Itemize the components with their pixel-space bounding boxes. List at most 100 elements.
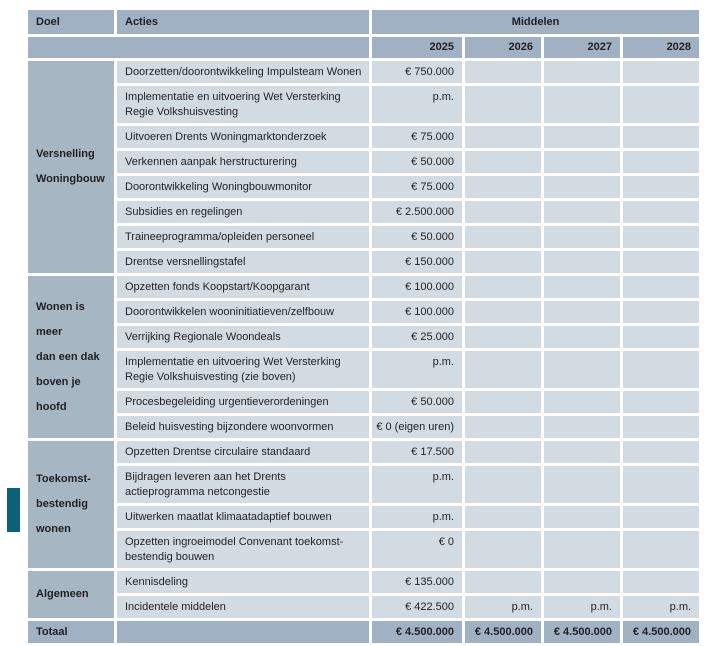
- value-cell-2025: p.m.: [372, 466, 462, 503]
- actie-cell: Traineeprogramma/opleiden personeel: [117, 226, 369, 248]
- value-cell-2026: [465, 441, 541, 463]
- table-row: Beleid huisvesting bijzondere woonvormen…: [28, 416, 700, 438]
- table-row: Uitvoeren Drents Woningmarktonderzoek € 7…: [28, 126, 700, 148]
- value-cell-2025: € 50.000: [372, 391, 462, 413]
- value-cell-2025: p.m.: [372, 506, 462, 528]
- value-cell-2026: [465, 301, 541, 323]
- value-cell-2025: € 75.000: [372, 176, 462, 198]
- actie-cell: Uitwerken maatlat klimaatadaptief bouwen: [117, 506, 369, 528]
- value-cell-2028: [623, 226, 700, 248]
- actie-cell: Kennisdeling: [117, 571, 369, 593]
- value-cell-2027: [544, 301, 620, 323]
- actie-cell: Doorontwikkelen wooninitiatieven/zelfbou…: [117, 301, 369, 323]
- total-value-2026: € 4.500.000: [465, 621, 541, 643]
- actie-cell: Subsidies en regelingen: [117, 201, 369, 223]
- actie-cell: Procesbegeleiding urgentieverordeningen: [117, 391, 369, 413]
- table-row: Incidentele middelen € 422.500 p.m. p.m. p.m…: [28, 596, 700, 618]
- value-cell-2027: [544, 126, 620, 148]
- doel-section-label: Wonen is meer dan een dak boven je hoofd: [28, 276, 114, 438]
- header-row: Doel Acties Middelen: [28, 10, 700, 34]
- value-cell-2027: [544, 276, 620, 298]
- value-cell-2025: € 100.000: [372, 301, 462, 323]
- actie-cell: Verrijking Regionale Woondeals: [117, 326, 369, 348]
- value-cell-2028: [623, 531, 700, 568]
- total-value-2028: € 4.500.000: [623, 621, 700, 643]
- value-cell-2028: [623, 86, 700, 123]
- value-cell-2026: [465, 391, 541, 413]
- value-cell-2026: [465, 416, 541, 438]
- value-cell-2028: [623, 351, 700, 388]
- value-cell-2028: [623, 61, 700, 83]
- value-cell-2025: € 0 (eigen uren): [372, 416, 462, 438]
- value-cell-2028: [623, 506, 700, 528]
- table-row: Drentse versnellingstafel € 150.000: [28, 251, 700, 273]
- actie-cell: Doorontwikkeling Woningbouwmonitor: [117, 176, 369, 198]
- value-cell-2025: € 75.000: [372, 126, 462, 148]
- actie-cell: Beleid huisvesting bijzondere woonvormen: [117, 416, 369, 438]
- value-cell-2026: [465, 251, 541, 273]
- value-cell-2025: € 150.000: [372, 251, 462, 273]
- table-row: Subsidies en regelingen € 2.500.000: [28, 201, 700, 223]
- doel-section-label: Algemeen: [28, 571, 114, 618]
- value-cell-2026: [465, 506, 541, 528]
- value-cell-2026: [465, 176, 541, 198]
- value-cell-2028: [623, 326, 700, 348]
- page-accent-bar: [7, 488, 20, 532]
- value-cell-2026: [465, 61, 541, 83]
- value-cell-2028: [623, 201, 700, 223]
- table-row: Doorontwikkelen wooninitiatieven/zelfbou…: [28, 301, 700, 323]
- value-cell-2025: € 25.000: [372, 326, 462, 348]
- actie-cell: Verkennen aanpak herstructurering: [117, 151, 369, 173]
- value-cell-2027: [544, 176, 620, 198]
- col-header-year-2026: 2026: [465, 37, 541, 58]
- value-cell-2026: p.m.: [465, 596, 541, 618]
- value-cell-2027: [544, 416, 620, 438]
- value-cell-2025: € 750.000: [372, 61, 462, 83]
- table-row: Implementatie en uitvoering Wet Versterk…: [28, 351, 700, 388]
- years-row-spacer: [28, 37, 369, 58]
- value-cell-2028: [623, 176, 700, 198]
- doel-section-label: Versnelling Woningbouw: [28, 61, 114, 273]
- value-cell-2027: [544, 326, 620, 348]
- actie-cell: Incidentele middelen: [117, 596, 369, 618]
- value-cell-2026: [465, 126, 541, 148]
- value-cell-2028: p.m.: [623, 596, 700, 618]
- value-cell-2026: [465, 226, 541, 248]
- value-cell-2027: [544, 506, 620, 528]
- value-cell-2025: p.m.: [372, 351, 462, 388]
- value-cell-2027: [544, 151, 620, 173]
- value-cell-2025: € 50.000: [372, 226, 462, 248]
- value-cell-2027: [544, 86, 620, 123]
- value-cell-2025: € 100.000: [372, 276, 462, 298]
- table-row: Doorontwikkeling Woningbouwmonitor € 75.0…: [28, 176, 700, 198]
- table-row: Bijdragen leveren aan het Drents actiepr…: [28, 466, 700, 503]
- value-cell-2027: [544, 201, 620, 223]
- value-cell-2028: [623, 276, 700, 298]
- value-cell-2027: [544, 226, 620, 248]
- actie-cell: Doorzetten/doorontwikkeling Impulsteam W…: [117, 61, 369, 83]
- table-row: Verrijking Regionale Woondeals € 25.000: [28, 326, 700, 348]
- actie-cell: Bijdragen leveren aan het Drents actiepr…: [117, 466, 369, 503]
- value-cell-2028: [623, 441, 700, 463]
- years-row: 2025 2026 2027 2028: [28, 37, 700, 58]
- col-header-year-2025: 2025: [372, 37, 462, 58]
- table-row: Uitwerken maatlat klimaatadaptief bouwen…: [28, 506, 700, 528]
- table-row: Wonen is meer dan een dak boven je hoofd…: [28, 276, 700, 438]
- value-cell-2027: [544, 351, 620, 388]
- value-cell-2028: [623, 571, 700, 593]
- value-cell-2025: € 422.500: [372, 596, 462, 618]
- total-label: Totaal: [28, 621, 114, 643]
- table-row: Implementatie en uitvoering Wet Versterk…: [28, 86, 700, 123]
- value-cell-2026: [465, 351, 541, 388]
- value-cell-2027: [544, 466, 620, 503]
- actie-cell: Uitvoeren Drents Woningmarktonderzoek: [117, 126, 369, 148]
- value-cell-2028: [623, 126, 700, 148]
- value-cell-2027: p.m.: [544, 596, 620, 618]
- value-cell-2027: [544, 441, 620, 463]
- value-cell-2025: € 0: [372, 531, 462, 568]
- value-cell-2026: [465, 86, 541, 123]
- total-row: Totaal € 4.500.000 € 4.500.000 € 4.500.000 €…: [28, 621, 700, 643]
- value-cell-2027: [544, 571, 620, 593]
- actie-cell: Opzetten fonds Koopstart/Koopgarant: [117, 276, 369, 298]
- value-cell-2026: [465, 276, 541, 298]
